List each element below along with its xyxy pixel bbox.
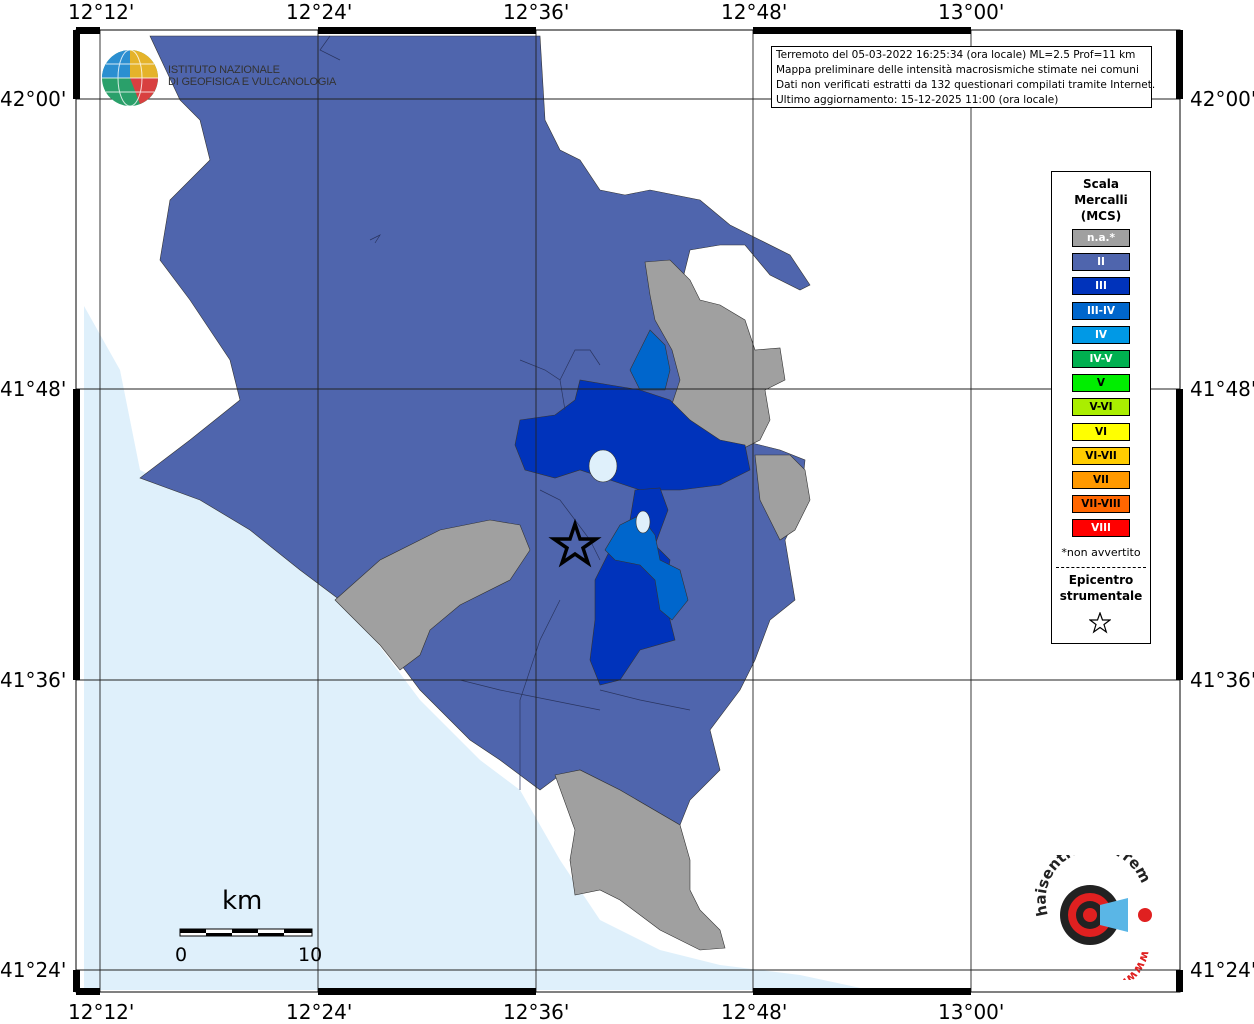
svg-text:haisentitoilterremoto.it: haisentitoilterremoto.it (1030, 855, 1155, 918)
legend-note: *non avvertito (1061, 546, 1141, 559)
event-info-line-1: Terremoto del 05-03-2022 16:25:34 (ora l… (776, 49, 1136, 61)
sea-area (84, 306, 870, 990)
legend-epicenter-line-2: strumentale (1059, 589, 1143, 603)
legend-epicenter-line-1: Epicentro (1068, 573, 1134, 587)
legend-swatch-iv-v: IV-V (1072, 350, 1130, 368)
region-intensity-III-north (514, 379, 751, 491)
legend-title-line-2: Mercalli (1074, 193, 1128, 207)
region-intensity-III-IV-a (629, 329, 671, 391)
scale-tick-0: 0 (175, 944, 188, 966)
legend-swatch-iv: IV (1072, 325, 1130, 344)
haisentito-logo-icon (1060, 885, 1152, 945)
legend-swatch-vii-viii: VII-VIII (1072, 495, 1130, 514)
legend-title: Scala Mercalli (MCS) (1052, 176, 1150, 224)
lon-label-2-top: 12°24' (286, 0, 353, 24)
legend-swatch-viii: VIII (1072, 519, 1130, 538)
scale-unit-label: km (222, 886, 263, 916)
legend-swatch-ii: II (1072, 253, 1130, 272)
lake-nemi (635, 510, 651, 534)
event-info-box: Terremoto del 05-03-2022 16:25:34 (ora l… (771, 46, 1156, 108)
haisentito-logo-text: haisentitoilterremoto.it www. (1030, 855, 1155, 980)
legend-swatch-iii-iv: III-IV (1072, 301, 1130, 320)
lat-label-2-left: 41°48' (0, 377, 67, 401)
lat-label-1-left: 42°00' (0, 87, 67, 111)
legend-epicenter-label: Epicentro strumentale (1052, 572, 1150, 604)
legend-swatch-v-vi: V-VI (1072, 398, 1130, 417)
lat-label-1-right: 42°00' (1190, 87, 1254, 111)
scale-tick-10: 10 (298, 944, 323, 966)
lat-label-4-right: 41°24' (1190, 958, 1254, 982)
region-not-felt-ne (644, 259, 786, 451)
region-not-felt-e (754, 454, 811, 541)
intensity-legend: Scala Mercalli (MCS) n.a.* II III III-IV IV I… (1051, 171, 1151, 644)
lat-label-3-right: 41°36' (1190, 668, 1254, 692)
municipal-boundaries (319, 35, 691, 790)
event-info-line-2: Mappa preliminare delle intensità macros… (776, 64, 1139, 76)
lat-label-4-left: 41°24' (0, 958, 67, 982)
legend-swatch-n-a-: n.a.* (1072, 229, 1130, 247)
legend-title-line-3: (MCS) (1080, 209, 1122, 223)
legend-separator (1056, 567, 1146, 568)
legend-star-icon (1089, 612, 1111, 634)
legend-swatch-vi-vii: VI-VII (1072, 446, 1130, 465)
lon-label-4-top: 12°48' (721, 0, 788, 24)
lon-label-5-bottom: 13°00' (938, 1000, 1005, 1024)
legend-swatch-iii: III (1072, 277, 1130, 296)
lon-label-2-bottom: 12°24' (286, 1000, 353, 1024)
svg-text:www.: www. (1120, 949, 1153, 980)
ingv-logo-icon (102, 49, 158, 107)
lon-label-5-top: 13°00' (938, 0, 1005, 24)
institute-name: ISTITUTO NAZIONALE DI GEOFISICA E VULCAN… (168, 64, 336, 88)
lon-label-3-top: 12°36' (503, 0, 570, 24)
haisentito-logo-name: haisentitoilterremoto.it (1030, 855, 1155, 918)
region-not-felt-sw (334, 519, 531, 671)
region-not-felt-s (554, 769, 726, 951)
lat-label-3-left: 41°36' (0, 668, 67, 692)
region-intensity-III-IV-b (604, 514, 689, 621)
event-info-line-4: Ultimo aggiornamento: 15-12-2025 11:00 (… (776, 94, 1059, 106)
institute-line-1: ISTITUTO NAZIONALE (168, 64, 280, 76)
legend-swatch-v: V (1072, 374, 1130, 393)
lon-label-3-bottom: 12°36' (503, 1000, 570, 1024)
lon-label-1-bottom: 12°12' (68, 1000, 135, 1024)
lat-label-2-right: 41°48' (1190, 377, 1254, 401)
lake-albano (588, 449, 618, 483)
lon-label-1-top: 12°12' (68, 0, 135, 24)
legend-title-line-1: Scala (1082, 177, 1120, 191)
lon-label-4-bottom: 12°48' (721, 1000, 788, 1024)
legend-swatch-vi: VI (1072, 422, 1130, 441)
event-info-line-3: Dati non verificati estratti da 132 ques… (776, 79, 1156, 91)
epicenter-star-icon (548, 518, 602, 568)
scale-bar (179, 928, 313, 937)
legend-swatch-vii: VII (1072, 471, 1130, 489)
haisentito-logo-url: www. (1120, 949, 1153, 980)
institute-line-2: DI GEOFISICA E VULCANOLOGIA (168, 76, 337, 88)
frame-ticks (73, 27, 1183, 995)
